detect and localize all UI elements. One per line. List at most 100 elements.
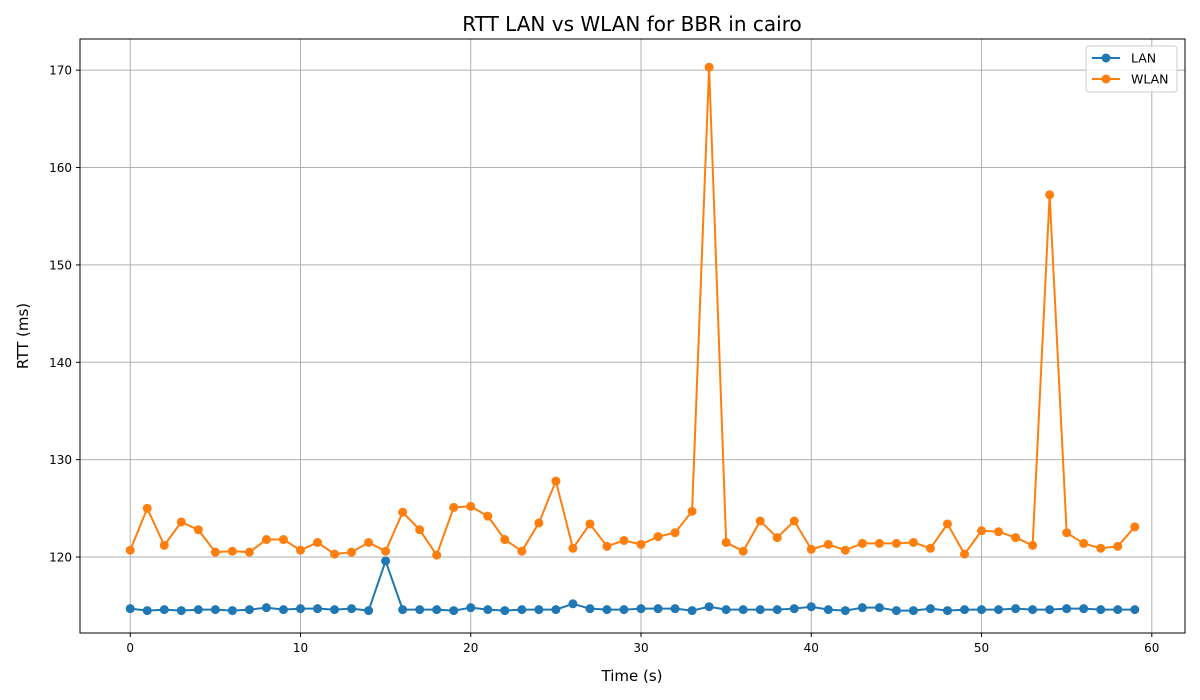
- grid-lines: [80, 39, 1185, 633]
- data-point-lan: [159, 605, 169, 615]
- data-point-wlan: [823, 539, 833, 549]
- data-point-lan: [364, 606, 374, 616]
- data-point-wlan: [551, 476, 561, 486]
- data-point-lan: [670, 604, 680, 614]
- data-point-wlan: [415, 525, 425, 535]
- plot-area-frame: [79, 38, 1186, 634]
- x-tick-label: 30: [633, 641, 648, 655]
- data-point-wlan: [159, 540, 169, 550]
- data-point-lan: [585, 604, 595, 614]
- data-point-wlan: [738, 546, 748, 556]
- data-point-wlan: [210, 547, 220, 557]
- data-point-wlan: [806, 544, 816, 554]
- data-point-lan: [500, 606, 510, 616]
- data-point-lan: [636, 604, 646, 614]
- data-point-lan: [568, 599, 578, 609]
- data-point-wlan: [977, 526, 987, 536]
- data-point-wlan: [1096, 543, 1106, 553]
- data-point-wlan: [449, 502, 459, 512]
- data-point-wlan: [568, 543, 578, 553]
- data-point-lan: [772, 605, 782, 615]
- axis-ticks: 0 10 20 30 40 50 60 120 130 140 150 160 170: [49, 64, 1159, 655]
- y-axis-label: RTT (ms): [14, 303, 32, 369]
- data-point-wlan: [1113, 541, 1123, 551]
- series-lan: [125, 556, 1140, 616]
- data-point-wlan: [483, 511, 493, 521]
- data-point-lan: [874, 603, 884, 613]
- data-point-wlan: [364, 537, 374, 547]
- data-point-wlan: [1079, 538, 1089, 548]
- data-point-wlan: [534, 518, 544, 528]
- data-point-lan: [1079, 604, 1089, 614]
- data-point-wlan: [381, 546, 391, 556]
- data-point-wlan: [432, 550, 442, 560]
- data-point-wlan: [517, 546, 527, 556]
- data-point-lan: [738, 605, 748, 615]
- data-point-lan: [415, 605, 425, 615]
- legend-lan-label: LAN: [1131, 51, 1156, 66]
- legend-wlan-marker: [1101, 74, 1111, 84]
- data-point-lan: [687, 606, 697, 616]
- data-point-lan: [261, 603, 271, 613]
- x-tick-label: 0: [126, 641, 134, 655]
- data-point-lan: [789, 604, 799, 614]
- data-point-lan: [142, 606, 152, 616]
- data-point-wlan: [960, 549, 970, 559]
- data-point-wlan: [330, 549, 340, 559]
- data-point-wlan: [619, 535, 629, 545]
- data-point-lan: [1130, 605, 1140, 615]
- data-point-wlan: [1028, 540, 1038, 550]
- data-point-lan: [891, 606, 901, 616]
- data-point-wlan: [398, 507, 408, 517]
- series-wlan: [125, 62, 1140, 560]
- data-point-lan: [602, 605, 612, 615]
- data-point-lan: [857, 603, 867, 613]
- data-point-lan: [960, 605, 970, 615]
- data-point-lan: [994, 605, 1004, 615]
- data-point-lan: [449, 606, 459, 616]
- data-point-wlan: [857, 538, 867, 548]
- data-point-lan: [244, 605, 254, 615]
- data-point-wlan: [1062, 528, 1072, 538]
- data-point-wlan: [687, 506, 697, 516]
- data-point-wlan: [227, 546, 237, 556]
- y-tick-label: 120: [49, 551, 72, 565]
- data-point-wlan: [278, 535, 288, 545]
- data-point-lan: [176, 606, 186, 616]
- data-point-lan: [432, 605, 442, 615]
- x-tick-label: 20: [463, 641, 478, 655]
- data-point-wlan: [942, 519, 952, 529]
- x-tick-label: 50: [974, 641, 989, 655]
- legend: LAN WLAN: [1085, 45, 1178, 93]
- series-layer: [125, 62, 1140, 616]
- data-point-wlan: [891, 538, 901, 548]
- data-point-lan: [806, 602, 816, 612]
- data-point-wlan: [347, 547, 357, 557]
- x-tick-label: 60: [1144, 641, 1159, 655]
- data-point-lan: [381, 556, 391, 566]
- data-point-wlan: [704, 62, 714, 72]
- data-point-wlan: [925, 543, 935, 553]
- x-tick-label: 40: [804, 641, 819, 655]
- y-tick-label: 140: [49, 356, 72, 370]
- data-point-lan: [551, 605, 561, 615]
- data-point-wlan: [755, 516, 765, 526]
- data-point-wlan: [244, 547, 254, 557]
- data-point-lan: [755, 605, 765, 615]
- series-line-lan: [130, 559, 1135, 612]
- y-tick-label: 170: [49, 64, 72, 78]
- data-point-wlan: [1011, 533, 1021, 543]
- data-point-lan: [925, 604, 935, 614]
- data-point-lan: [398, 605, 408, 615]
- data-point-lan: [125, 604, 135, 614]
- data-point-wlan: [670, 528, 680, 538]
- data-point-lan: [1096, 605, 1106, 615]
- data-point-lan: [942, 606, 952, 616]
- data-point-lan: [227, 606, 237, 616]
- data-point-wlan: [466, 501, 476, 511]
- legend-lan-marker: [1101, 53, 1111, 63]
- data-point-lan: [1113, 605, 1123, 615]
- data-point-lan: [1028, 605, 1038, 615]
- data-point-wlan: [789, 516, 799, 526]
